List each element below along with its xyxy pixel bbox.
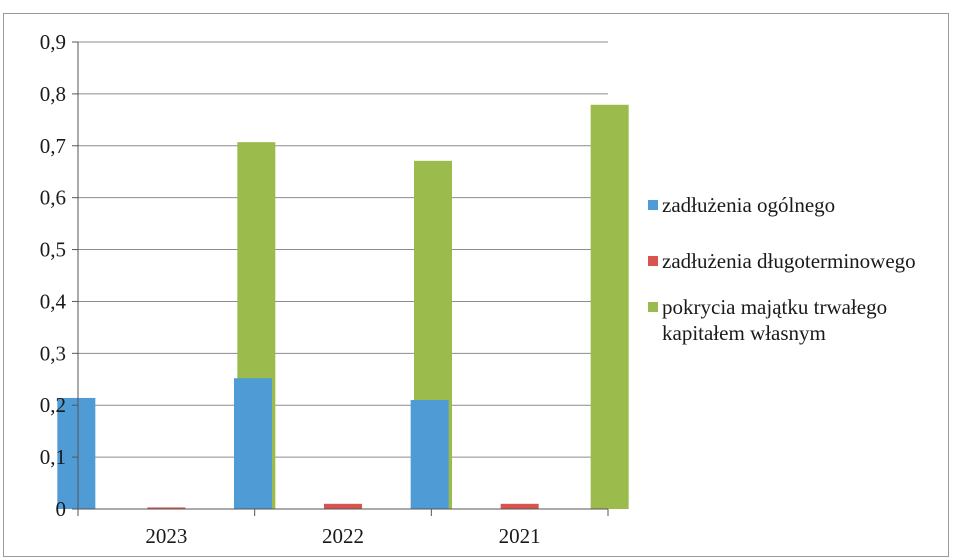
legend-swatch-series-1 bbox=[648, 200, 658, 210]
x-tick-label: 2023 bbox=[145, 524, 187, 548]
bar-2-2023 bbox=[147, 507, 186, 509]
chart-frame bbox=[3, 13, 949, 557]
legend-label-series-1: zadłużenia ogólnego bbox=[662, 193, 836, 217]
x-tick-label: 2022 bbox=[322, 524, 364, 548]
y-tick-label: 0,6 bbox=[40, 186, 66, 210]
legend-item-series-1: zadłużenia ogólnego bbox=[648, 192, 948, 218]
axes bbox=[72, 41, 609, 516]
legend-swatch-series-3 bbox=[648, 302, 658, 312]
legend-item-series-2: zadłużenia długoterminowego bbox=[648, 248, 948, 274]
y-tick-label: 0,1 bbox=[40, 445, 66, 469]
bars bbox=[57, 104, 629, 509]
bar-2-2021 bbox=[500, 503, 539, 509]
y-tick-label: 0,5 bbox=[40, 238, 66, 262]
legend: zadłużenia ogólnego zadłużenia długoterm… bbox=[648, 192, 948, 346]
y-tick-label: 0 bbox=[56, 497, 67, 521]
y-tick-labels: 0 0,1 0,2 0,3 0,4 0,5 0,6 0,7 0,8 0,9 bbox=[40, 30, 67, 521]
bar-1-2023 bbox=[57, 397, 96, 509]
x-tick-labels: 2023 2022 2021 bbox=[145, 524, 540, 548]
legend-item-series-3: pokrycia majątku trwałego kapitałem włas… bbox=[648, 294, 948, 346]
y-tick-label: 0,8 bbox=[40, 82, 66, 106]
y-tick-label: 0,2 bbox=[40, 393, 66, 417]
gridlines bbox=[78, 41, 608, 458]
bar-1-2022 bbox=[234, 378, 272, 509]
legend-label-series-2: zadłużenia długoterminowego bbox=[662, 249, 916, 273]
y-tick-label: 0,3 bbox=[40, 341, 66, 365]
legend-label-series-3: pokrycia majątku trwałego kapitałem włas… bbox=[662, 295, 888, 345]
y-tick-label: 0,9 bbox=[40, 30, 66, 54]
legend-swatch-series-2 bbox=[648, 256, 658, 266]
y-tick-label: 0,4 bbox=[40, 289, 67, 313]
x-tick-label: 2021 bbox=[499, 524, 541, 548]
y-tick-label: 0,7 bbox=[40, 134, 66, 158]
bar-2-2022 bbox=[324, 503, 362, 509]
bar-1-2021 bbox=[410, 400, 449, 509]
bar-3-2021 bbox=[590, 104, 629, 509]
